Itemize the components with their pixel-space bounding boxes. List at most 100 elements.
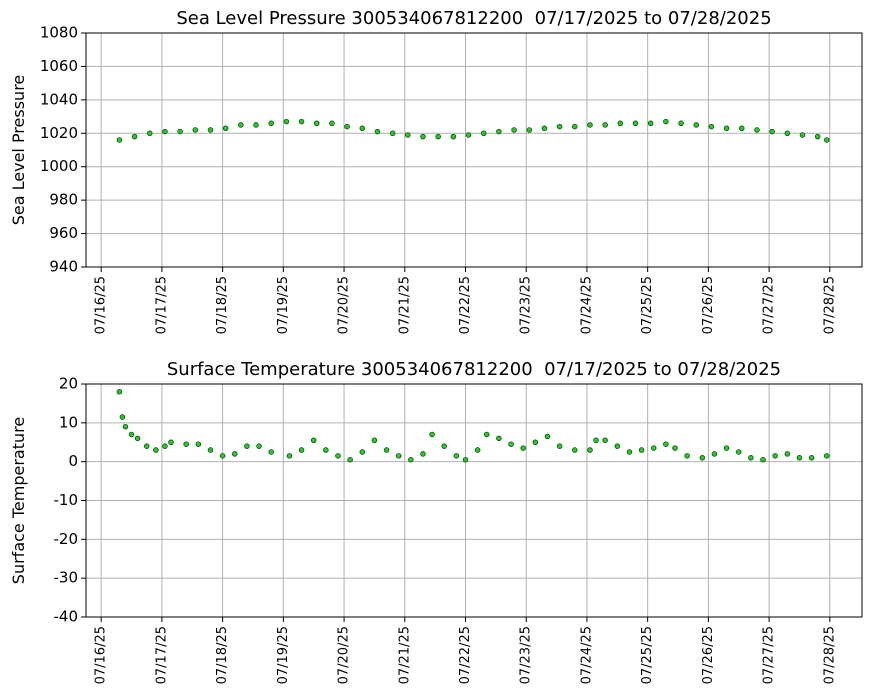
- y-tick-label: 20: [59, 375, 78, 393]
- point: [408, 456, 414, 463]
- x-tick-label: 07/24/25: [579, 276, 594, 334]
- y-tick-label: 940: [49, 258, 78, 276]
- point: [347, 456, 353, 463]
- axes-frame: [85, 383, 863, 618]
- point: [708, 123, 715, 130]
- point: [638, 447, 645, 453]
- y-tick-label: -10: [54, 491, 79, 509]
- point: [153, 447, 159, 453]
- point: [116, 137, 123, 143]
- x-tick-label: 07/20/25: [337, 626, 352, 684]
- point: [769, 128, 775, 135]
- y-tick-label: 960: [49, 224, 78, 242]
- point: [298, 118, 305, 125]
- point: [420, 133, 426, 140]
- point: [147, 130, 153, 137]
- point: [310, 437, 317, 444]
- point: [572, 123, 578, 130]
- x-tick-label: 07/18/25: [215, 276, 230, 334]
- point: [572, 447, 578, 453]
- x-tick-label: 07/16/25: [94, 626, 109, 684]
- point: [435, 133, 441, 140]
- point: [556, 443, 563, 449]
- x-tick-label: 07/24/25: [579, 626, 594, 684]
- point: [441, 443, 447, 449]
- y-tick-label: 980: [49, 191, 78, 209]
- x-tick-label: 07/25/25: [640, 626, 655, 684]
- point: [405, 132, 411, 138]
- point: [131, 133, 138, 140]
- point: [614, 443, 621, 449]
- y-tick-label: 1080: [40, 24, 78, 42]
- y-tick-label: -20: [54, 530, 79, 548]
- subplot: -40 -30 -20 -10 0 10 20 07/16/25 07/17/25 07/18/2…: [9, 359, 863, 684]
- x-tick-label: 07/23/25: [519, 276, 534, 334]
- x-tick-label: 07/17/25: [154, 276, 169, 334]
- point: [286, 453, 293, 459]
- x-tick-label: 07/27/25: [762, 626, 777, 684]
- point: [511, 127, 517, 133]
- point: [256, 443, 262, 449]
- point: [754, 127, 760, 133]
- point: [808, 455, 815, 461]
- point: [323, 447, 329, 453]
- point: [374, 128, 381, 135]
- x-tick-label: 07/19/25: [276, 276, 291, 334]
- point: [672, 445, 678, 451]
- point: [168, 439, 174, 446]
- point: [748, 455, 754, 461]
- point: [453, 453, 460, 459]
- point: [268, 120, 274, 127]
- point: [253, 122, 259, 128]
- point: [465, 132, 472, 138]
- x-tick-label: 07/22/25: [458, 626, 473, 684]
- x-tick-label: 07/26/25: [701, 276, 716, 334]
- x-tick-label: 07/28/25: [822, 276, 837, 334]
- point: [784, 451, 791, 457]
- point: [162, 443, 168, 449]
- point: [359, 449, 366, 455]
- point: [232, 451, 238, 457]
- x-tick-label: 07/21/25: [397, 626, 412, 684]
- y-tick-label: -30: [54, 569, 79, 587]
- point: [632, 120, 639, 127]
- point: [116, 389, 123, 395]
- point: [824, 137, 830, 143]
- point: [119, 414, 126, 420]
- y-tick-label: 0: [68, 452, 78, 470]
- point: [134, 435, 141, 442]
- point: [556, 123, 563, 130]
- point: [544, 433, 551, 440]
- point: [711, 451, 718, 457]
- x-tick-label: 07/26/25: [701, 626, 716, 684]
- y-axis-label: Surface Temperature: [9, 417, 28, 584]
- point: [371, 437, 378, 444]
- point: [329, 120, 335, 127]
- point: [480, 130, 487, 137]
- point: [626, 449, 633, 455]
- chart-title: Sea Level Pressure 300534067812200 07/17…: [176, 8, 771, 29]
- x-tick-label: 07/21/25: [397, 276, 412, 334]
- point: [162, 128, 168, 135]
- y-tick-label: 1020: [40, 124, 78, 142]
- x-tick-label: 07/23/25: [519, 626, 534, 684]
- point: [678, 120, 684, 127]
- y-tick-label: 1000: [40, 157, 78, 175]
- y-tick-label: -40: [54, 608, 79, 626]
- point: [462, 456, 469, 463]
- axes-frame: [85, 32, 863, 268]
- point: [647, 120, 654, 127]
- point: [207, 127, 214, 133]
- point: [450, 133, 457, 140]
- point: [122, 423, 129, 430]
- subplot: 940 960 980 1000 1020 1040 1060 1080 07/16/25 07/…: [9, 8, 863, 334]
- point: [663, 441, 669, 447]
- x-tick-label: 07/22/25: [458, 276, 473, 334]
- point: [195, 441, 202, 447]
- point: [283, 118, 290, 125]
- point: [814, 133, 821, 140]
- point: [335, 453, 341, 459]
- point: [796, 455, 803, 461]
- point: [602, 122, 608, 128]
